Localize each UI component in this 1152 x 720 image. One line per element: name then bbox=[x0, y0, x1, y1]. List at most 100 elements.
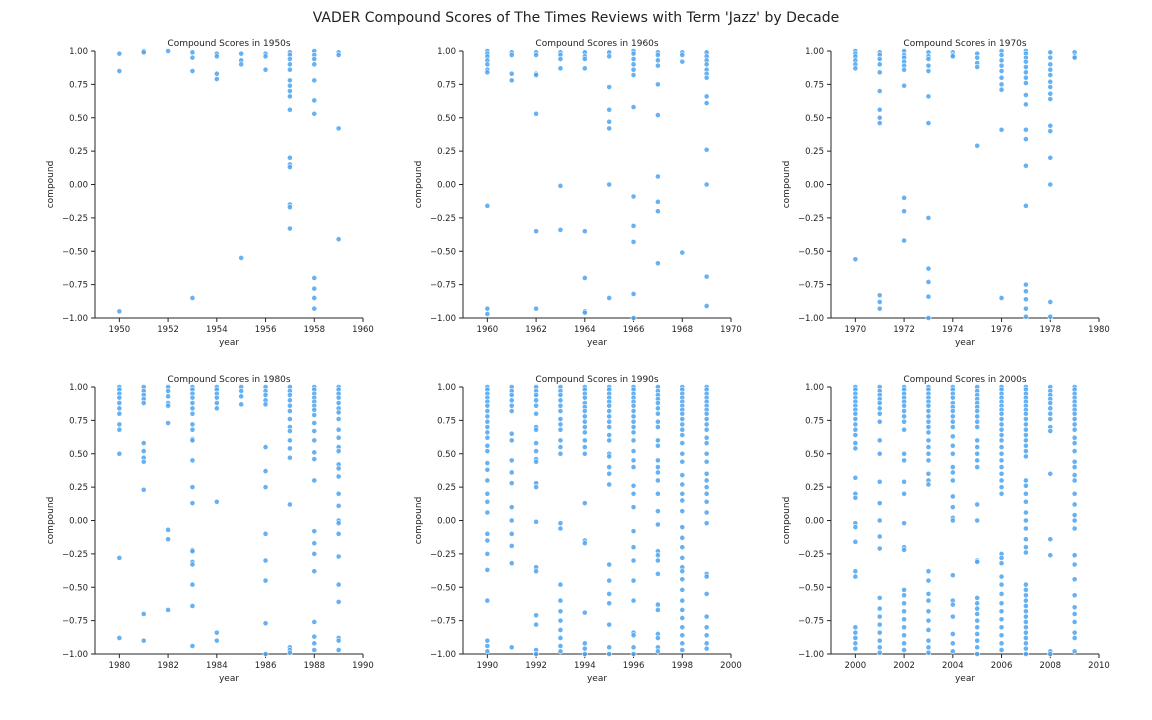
data-point bbox=[335, 52, 342, 58]
data-point bbox=[901, 413, 907, 420]
data-point bbox=[1023, 597, 1029, 604]
data-point bbox=[1023, 651, 1029, 657]
data-point bbox=[679, 472, 686, 479]
data-point bbox=[1047, 410, 1054, 417]
data-point bbox=[630, 577, 637, 584]
data-point bbox=[189, 548, 196, 555]
panel-title: Compound Scores in 1980s bbox=[167, 375, 290, 385]
data-point bbox=[630, 50, 637, 57]
data-point bbox=[925, 315, 932, 321]
data-point bbox=[116, 421, 123, 428]
data-point bbox=[949, 469, 956, 476]
y-tick-label: 0.25 bbox=[437, 483, 456, 493]
y-tick-label: 0.00 bbox=[69, 181, 88, 191]
data-point bbox=[116, 308, 123, 315]
data-point bbox=[679, 450, 686, 457]
scatter-panel-0: Compound Scores in 1950s −1.00 −0.75 −0.50 −… bbox=[46, 39, 374, 348]
data-point bbox=[876, 644, 883, 651]
data-point bbox=[998, 74, 1005, 81]
data-point bbox=[876, 405, 883, 412]
data-point bbox=[165, 526, 171, 533]
data-point bbox=[949, 517, 956, 524]
scatter-panel-5: Compound Scores in 2000s −1.00 −0.75 −0.50 −… bbox=[782, 375, 1110, 684]
data-point bbox=[484, 637, 491, 644]
data-point bbox=[484, 643, 491, 649]
data-point bbox=[901, 426, 907, 433]
data-point bbox=[998, 573, 1005, 580]
data-point bbox=[949, 601, 956, 608]
data-point bbox=[852, 474, 859, 481]
data-point bbox=[974, 605, 981, 612]
data-point bbox=[484, 448, 491, 454]
data-point bbox=[581, 275, 588, 281]
data-point bbox=[335, 530, 342, 537]
data-point bbox=[311, 77, 318, 84]
data-point bbox=[679, 647, 686, 653]
data-point bbox=[335, 434, 342, 441]
data-point bbox=[703, 498, 710, 505]
data-point bbox=[1047, 49, 1054, 56]
y-tick-label: 0.75 bbox=[805, 80, 824, 90]
data-point bbox=[140, 49, 147, 56]
data-point bbox=[655, 607, 661, 613]
x-axis-label: year bbox=[219, 338, 239, 348]
data-point bbox=[557, 416, 564, 422]
data-point bbox=[557, 421, 564, 428]
data-point bbox=[901, 600, 907, 607]
y-tick-label: 0.50 bbox=[69, 114, 88, 124]
data-point bbox=[852, 432, 859, 438]
data-point bbox=[508, 430, 515, 437]
data-point bbox=[311, 449, 318, 456]
data-point bbox=[581, 651, 588, 657]
data-point bbox=[852, 624, 859, 631]
data-point bbox=[287, 82, 293, 89]
data-point bbox=[1047, 154, 1054, 161]
data-point bbox=[925, 617, 932, 624]
data-point bbox=[655, 648, 661, 655]
data-point bbox=[703, 100, 710, 106]
data-point bbox=[606, 591, 613, 597]
data-point bbox=[581, 609, 588, 616]
data-point bbox=[238, 61, 245, 68]
data-point bbox=[974, 517, 981, 524]
data-point bbox=[998, 421, 1005, 428]
data-point bbox=[1023, 592, 1029, 599]
data-point bbox=[1071, 629, 1078, 636]
data-point bbox=[630, 490, 637, 497]
data-point bbox=[533, 612, 539, 619]
data-point bbox=[1047, 128, 1054, 134]
data-point bbox=[630, 402, 637, 409]
data-point bbox=[949, 450, 956, 457]
data-point bbox=[189, 405, 196, 412]
data-point bbox=[998, 490, 1005, 497]
data-point bbox=[484, 477, 491, 484]
data-point bbox=[557, 635, 564, 641]
panel-title: Compound Scores in 2000s bbox=[903, 375, 1026, 385]
y-tick-label: −1.00 bbox=[62, 314, 88, 324]
data-point bbox=[655, 557, 661, 564]
x-tick-label: 1982 bbox=[157, 661, 179, 671]
data-point bbox=[606, 481, 613, 488]
data-point bbox=[140, 458, 147, 465]
data-point bbox=[1023, 437, 1029, 444]
data-point bbox=[876, 56, 883, 62]
data-point bbox=[557, 627, 564, 633]
data-point bbox=[484, 408, 491, 414]
data-point bbox=[287, 445, 293, 452]
x-tick-label: 1976 bbox=[991, 325, 1013, 335]
data-point bbox=[484, 402, 491, 409]
data-point bbox=[581, 394, 588, 401]
data-point bbox=[655, 521, 661, 528]
x-tick-label: 1954 bbox=[206, 325, 228, 335]
x-axis-label: year bbox=[219, 674, 239, 684]
data-point bbox=[703, 434, 710, 441]
data-point bbox=[557, 226, 564, 233]
data-point bbox=[311, 619, 318, 625]
data-point bbox=[1023, 448, 1029, 454]
data-point bbox=[852, 573, 859, 580]
data-point bbox=[876, 450, 883, 457]
data-point bbox=[703, 440, 710, 446]
data-point bbox=[1071, 440, 1078, 446]
data-point bbox=[974, 437, 981, 444]
data-point bbox=[1023, 498, 1029, 505]
